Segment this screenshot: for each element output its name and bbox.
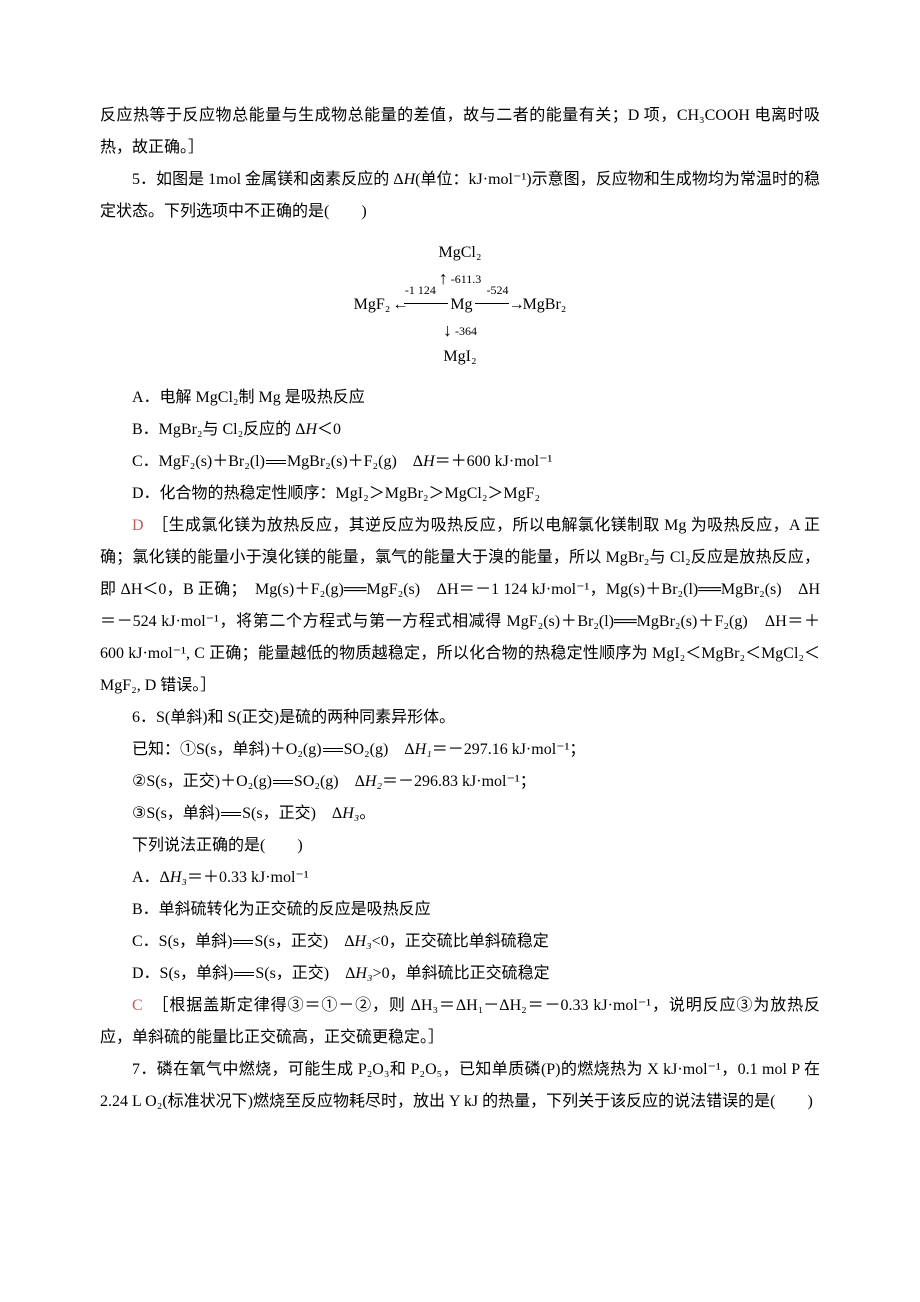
- q6-option-b: B．单斜硫转化为正交硫的反应是吸热反应: [100, 894, 820, 926]
- q6-answer: C ［根据盖斯定律得③＝①－②，则 ΔH₃＝ΔH₁－ΔH₂＝－0.33 kJ·m…: [100, 990, 820, 1054]
- diagram-bottom-val: -364: [452, 323, 477, 340]
- diagram-right-val: -524: [487, 282, 509, 299]
- equation-symbol: [266, 460, 286, 464]
- q5-stem-part1: 5．如图是 1mol 金属镁和卤素反应的 Δ: [132, 171, 404, 188]
- q6-stem: 6．S(单斜)和 S(正交)是硫的两种同素异形体。: [100, 702, 820, 734]
- q6-ask: 下列说法正确的是( ): [100, 830, 820, 862]
- delta-h-italic: H: [404, 171, 416, 188]
- q6-option-d: D．S(s，单斜)S(s，正交) ΔH₃>0，单斜硫比正交硫稳定: [100, 958, 820, 990]
- q7-stem: 7．磷在氧气中燃烧，可能生成 P₂O₃和 P₂O₅，已知单质磷(P)的燃烧热为 …: [100, 1054, 820, 1118]
- q6-option-c: C．S(s，单斜)S(s，正交) ΔH₃<0，正交硫比单斜硫稳定: [100, 926, 820, 958]
- q6-option-a: A．ΔH₃＝＋0.33 kJ·mol⁻¹: [100, 862, 820, 894]
- q5-answer-body: ［生成氯化镁为放热反应，其逆反应为吸热反应，所以电解氯化镁制取 Mg 为吸热反应…: [100, 517, 820, 694]
- equation-symbol: [273, 780, 293, 784]
- diagram-left: MgF₂: [354, 294, 391, 316]
- q5-option-d: D．化合物的热稳定性顺序：MgI₂＞MgBr₂＞MgCl₂＞MgF₂: [100, 478, 820, 510]
- equation-symbol: [234, 972, 254, 976]
- q6-answer-letter: C: [132, 997, 143, 1014]
- intro-paragraph: 反应热等于反应物总能量与生成物总能量的差值，故与二者的能量有关；D 项，CH₃C…: [100, 100, 820, 164]
- q5-option-b: B．MgBr₂与 Cl₂反应的 ΔH＜0: [100, 414, 820, 446]
- equation-symbol: [323, 748, 343, 752]
- arrow-down-icon: [443, 318, 452, 343]
- diagram-center: Mg: [450, 294, 472, 316]
- arrow-up-icon: [439, 266, 448, 291]
- reaction-diagram: MgCl₂ -611.3 MgF₂ -1 124 Mg -524 MgBr₂ -…: [100, 240, 820, 370]
- arrow-right-icon: [509, 294, 521, 316]
- q5-stem: 5．如图是 1mol 金属镁和卤素反应的 ΔH(单位：kJ·mol⁻¹)示意图，…: [100, 164, 820, 228]
- q5-answer: D ［生成氯化镁为放热反应，其逆反应为吸热反应，所以电解氯化镁制取 Mg 为吸热…: [100, 510, 820, 702]
- arrow-left-icon: [392, 294, 404, 316]
- q6-known2: ②S(s，正交)＋O₂(g)SO₂(g) ΔH₂＝－296.83 kJ·mol⁻…: [100, 766, 820, 798]
- equation-symbol: [221, 812, 241, 816]
- q5-answer-letter: D: [132, 517, 144, 534]
- q6-known3: ③S(s，单斜)S(s，正交) ΔH₃。: [100, 798, 820, 830]
- q6-known1: 已知：①S(s，单斜)＋O₂(g)SO₂(g) ΔH₁＝－297.16 kJ·m…: [100, 734, 820, 766]
- diagram-right: MgBr₂: [523, 294, 567, 316]
- diagram-top-val: -611.3: [448, 271, 482, 288]
- diagram-left-val: -1 124: [405, 282, 436, 299]
- q6-answer-body: ［根据盖斯定律得③＝①－②，则 ΔH₃＝ΔH₁－ΔH₂＝－0.33 kJ·mol…: [100, 997, 820, 1046]
- diagram-bottom: MgI₂: [443, 346, 476, 368]
- q5-option-c: C．MgF₂(s)＋Br₂(l)MgBr₂(s)＋F₂(g) ΔH＝＋600 k…: [100, 446, 820, 478]
- diagram-top: MgCl₂: [439, 242, 482, 264]
- equation-symbol: [233, 940, 253, 944]
- q5-option-a: A．电解 MgCl₂制 Mg 是吸热反应: [100, 382, 820, 414]
